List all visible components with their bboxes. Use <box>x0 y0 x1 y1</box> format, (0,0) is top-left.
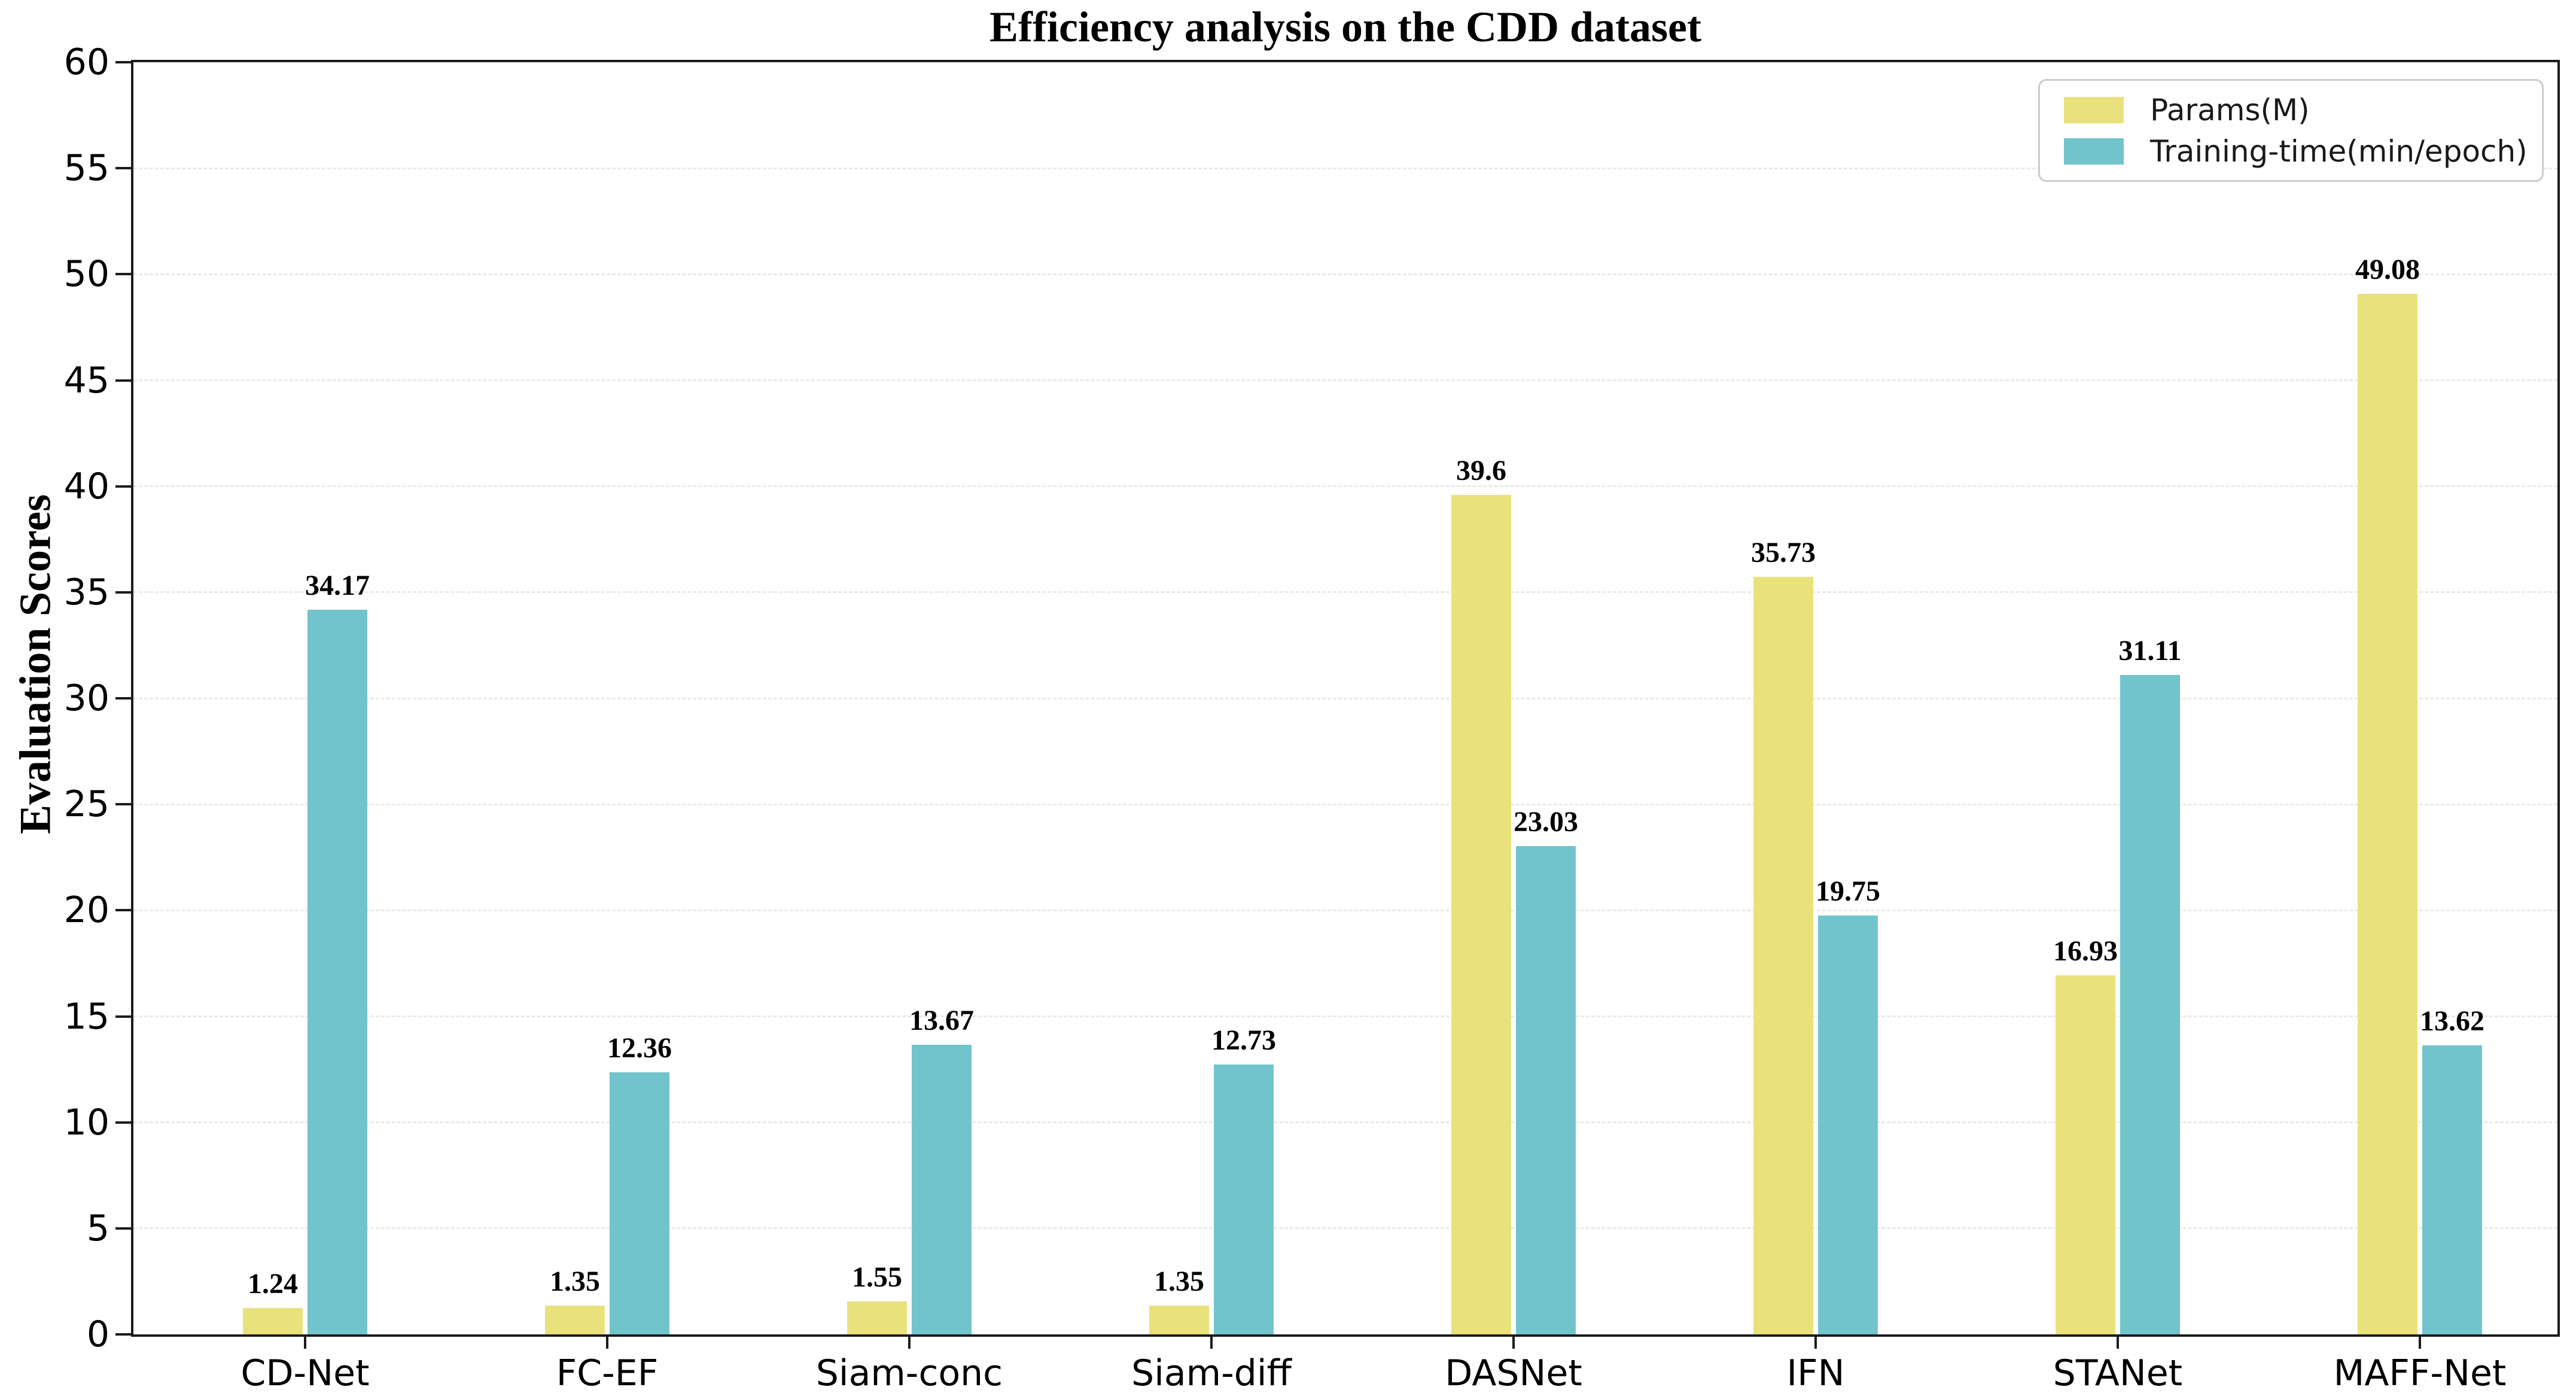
x-tick-mark <box>1210 1337 1213 1349</box>
value-label-Params(M)-STANet: 16.93 <box>2053 935 2118 968</box>
value-label-Training-time(min/epoch)-DASNet: 23.03 <box>1514 805 1578 838</box>
x-tick-mark <box>908 1337 911 1349</box>
value-label-Training-time(min/epoch)-STANet: 31.11 <box>2118 634 2182 667</box>
y-gridline <box>133 909 2557 911</box>
y-gridline <box>133 697 2557 700</box>
bar-Params(M)-Siam-diff <box>1149 1306 1209 1334</box>
y-gridline <box>133 167 2557 169</box>
bar-Params(M)-DASNet <box>1451 494 1511 1334</box>
y-gridline <box>133 485 2557 488</box>
y-tick-mark <box>115 1333 131 1336</box>
y-tick-label: 45 <box>63 359 109 402</box>
value-label-Training-time(min/epoch)-MAFF-Net: 13.62 <box>2420 1005 2484 1038</box>
legend-label: Params(M) <box>2150 92 2310 127</box>
bar-Training-time(min/epoch)-Siam-diff <box>1214 1064 1274 1334</box>
x-tick-mark <box>2117 1337 2119 1349</box>
value-label-Params(M)-IFN: 35.73 <box>1751 536 1816 568</box>
y-tick-label: 55 <box>63 147 109 190</box>
y-tick-mark <box>115 1121 131 1124</box>
y-tick-label: 40 <box>63 465 109 507</box>
x-tick-label-CD-Net: CD-Net <box>240 1352 370 1394</box>
x-tick-label-Siam-conc: Siam-conc <box>815 1352 1003 1394</box>
x-tick-mark <box>2419 1337 2421 1349</box>
x-tick-label-IFN: IFN <box>1786 1352 1845 1394</box>
bar-Training-time(min/epoch)-DASNet <box>1516 846 1576 1334</box>
x-tick-label-Siam-diff: Siam-diff <box>1131 1352 1292 1394</box>
y-tick-mark <box>115 909 131 912</box>
value-label-Params(M)-Siam-diff: 1.35 <box>1154 1266 1204 1298</box>
value-label-Params(M)-Siam-conc: 1.55 <box>852 1261 902 1294</box>
x-tick-label-FC-EF: FC-EF <box>556 1352 659 1394</box>
value-label-Training-time(min/epoch)-Siam-diff: 12.73 <box>1211 1024 1276 1056</box>
x-tick-mark <box>304 1337 306 1349</box>
legend: Params(M) Training-time(min/epoch) <box>2038 79 2544 182</box>
y-tick-mark <box>115 591 131 594</box>
bar-Params(M)-CD-Net <box>243 1308 303 1334</box>
x-tick-label-MAFF-Net: MAFF-Net <box>2333 1352 2507 1394</box>
y-tick-label: 50 <box>63 253 109 296</box>
x-tick-label-DASNet: DASNet <box>1445 1352 1582 1394</box>
y-tick-label: 15 <box>63 995 109 1038</box>
bar-Params(M)-IFN <box>1753 576 1813 1334</box>
y-gridline <box>133 1121 2557 1124</box>
y-tick-label: 30 <box>63 677 109 719</box>
bar-Params(M)-MAFF-Net <box>2358 293 2417 1334</box>
bar-Training-time(min/epoch)-CD-Net <box>307 610 367 1334</box>
value-label-Params(M)-FC-EF: 1.35 <box>550 1266 600 1298</box>
bar-Training-time(min/epoch)-MAFF-Net <box>2422 1045 2482 1334</box>
y-tick-mark <box>115 273 131 276</box>
y-gridline <box>133 379 2557 381</box>
y-gridline <box>133 273 2557 275</box>
legend-item: Training-time(min/epoch) <box>2064 134 2542 169</box>
bar-Training-time(min/epoch)-FC-EF <box>610 1072 669 1334</box>
y-tick-label: 20 <box>63 889 109 932</box>
y-tick-mark <box>115 803 131 806</box>
legend-label: Training-time(min/epoch) <box>2150 133 2528 169</box>
value-label-Params(M)-MAFF-Net: 49.08 <box>2355 253 2420 285</box>
y-tick-mark <box>115 379 131 382</box>
bar-Params(M)-STANet <box>2056 975 2115 1334</box>
bar-Training-time(min/epoch)-STANet <box>2120 674 2180 1334</box>
value-label-Training-time(min/epoch)-IFN: 19.75 <box>1816 875 1880 908</box>
value-label-Params(M)-CD-Net: 1.24 <box>248 1268 298 1300</box>
y-tick-mark <box>115 485 131 488</box>
y-tick-mark <box>115 1227 131 1230</box>
y-gridline <box>133 1015 2557 1017</box>
bar-Params(M)-Siam-conc <box>847 1301 907 1334</box>
legend-item: Params(M) <box>2064 93 2542 127</box>
bar-Params(M)-FC-EF <box>545 1306 605 1334</box>
bar-Training-time(min/epoch)-Siam-conc <box>912 1044 972 1334</box>
x-tick-mark <box>1512 1337 1515 1349</box>
y-tick-label: 5 <box>86 1207 109 1249</box>
y-tick-label: 0 <box>86 1313 109 1355</box>
x-tick-mark <box>1814 1337 1817 1349</box>
value-label-Training-time(min/epoch)-CD-Net: 34.17 <box>305 570 370 602</box>
x-tick-label-STANet: STANet <box>2053 1352 2183 1394</box>
y-tick-mark <box>115 1015 131 1018</box>
legend-swatch-icon <box>2064 138 2124 165</box>
y-gridline <box>133 1227 2557 1230</box>
value-label-Params(M)-DASNet: 39.6 <box>1456 454 1506 486</box>
value-label-Training-time(min/epoch)-Siam-conc: 13.67 <box>909 1004 974 1036</box>
chart-title: Efficiency analysis on the CDD dataset <box>989 3 1701 51</box>
y-tick-mark <box>115 61 131 63</box>
y-gridline <box>133 803 2557 805</box>
value-label-Training-time(min/epoch)-FC-EF: 12.36 <box>607 1032 672 1065</box>
y-tick-mark <box>115 697 131 700</box>
y-tick-label: 35 <box>63 571 109 613</box>
y-tick-label: 25 <box>63 783 109 826</box>
x-tick-mark <box>606 1337 608 1349</box>
y-gridline <box>133 591 2557 594</box>
y-tick-label: 10 <box>63 1101 109 1143</box>
legend-swatch-icon <box>2064 96 2124 123</box>
y-tick-mark <box>115 167 131 170</box>
y-axis-label: Evaluation Scores <box>11 494 60 835</box>
y-tick-label: 60 <box>63 41 109 83</box>
bar-Training-time(min/epoch)-IFN <box>1818 916 1878 1334</box>
